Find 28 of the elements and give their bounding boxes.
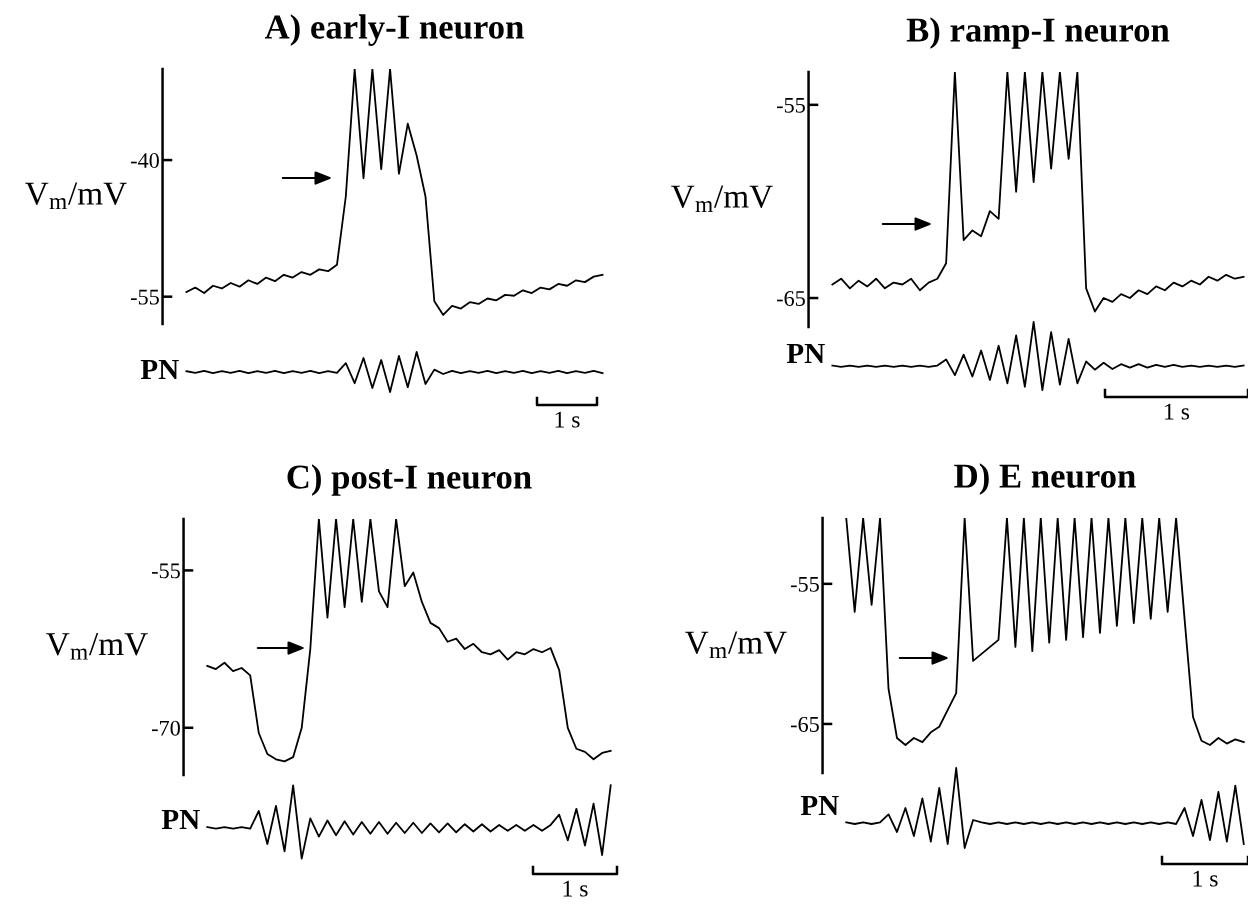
y-axis-title: PN — [161, 809, 200, 830]
y-tick-label: -55 — [130, 289, 159, 305]
y-axis-title: V$_{m}$/mV — [685, 631, 787, 659]
chart-title: D) E neuron — [954, 463, 1136, 495]
line-series — [831, 72, 1245, 313]
y-tick-label: -55 — [776, 98, 805, 113]
y-axis-title: PN — [786, 343, 825, 364]
chart-title: A) early-I neuron — [264, 14, 524, 46]
y-axis-title: V$_{m}$/mV — [671, 185, 773, 213]
y-tick-label: -70 — [151, 720, 180, 736]
text: 1 s — [1193, 870, 1218, 887]
y-axis-title: PN — [140, 359, 179, 380]
y-tick-label: -55 — [151, 563, 180, 579]
y-axis-title: PN — [800, 795, 839, 816]
chart-title: C) post-I neuron — [287, 464, 532, 496]
y-tick-label: -65 — [776, 291, 805, 306]
y-tick-label: -65 — [790, 716, 819, 732]
text: 1 s — [1165, 403, 1190, 420]
text: 1 s — [563, 880, 588, 897]
y-axis-title: V$_{m}$/mV — [46, 633, 148, 660]
text: 1 s — [555, 411, 580, 428]
chart-title: B) ramp-I neuron — [906, 17, 1170, 49]
y-tick-label: -40 — [130, 153, 159, 168]
y-axis-title: V$_{m}$/mV — [25, 182, 127, 210]
line-series — [206, 519, 612, 763]
line-series — [185, 69, 604, 316]
y-tick-label: -55 — [790, 577, 819, 592]
line-series — [845, 518, 1245, 746]
